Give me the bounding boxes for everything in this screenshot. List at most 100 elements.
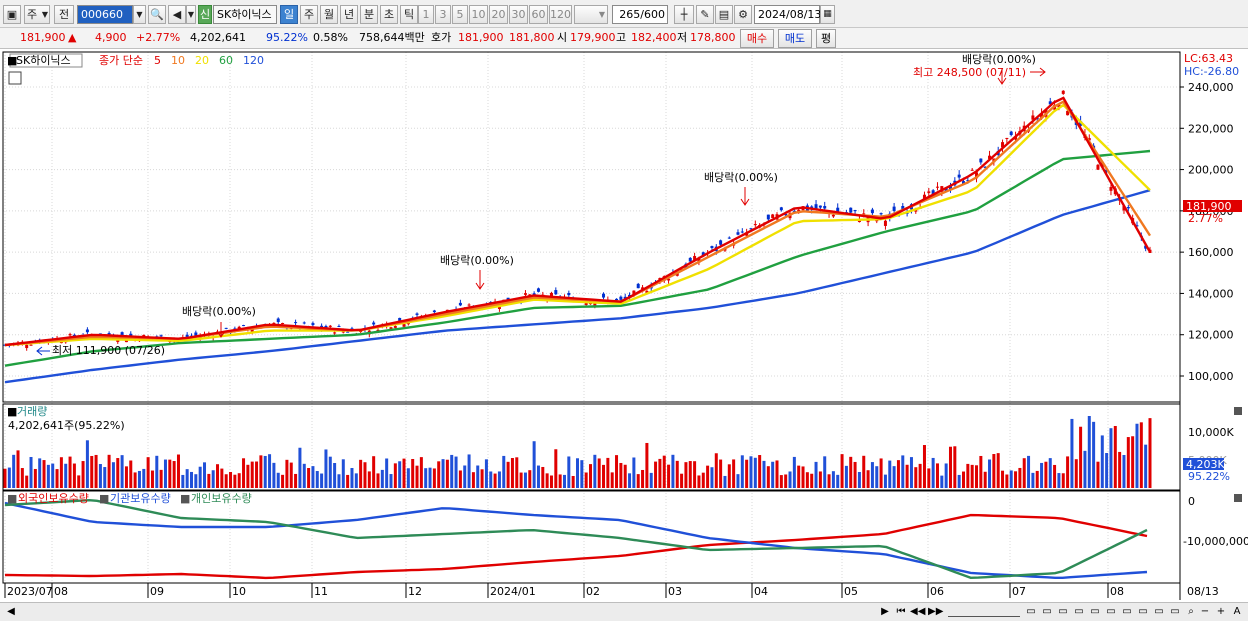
new-badge[interactable]: 신 xyxy=(198,5,212,24)
volume-bar xyxy=(766,466,770,488)
first-icon[interactable]: ⏮ xyxy=(896,606,906,617)
interval-button-4[interactable]: 분 xyxy=(360,5,378,24)
gear-icon[interactable]: ⚙ xyxy=(734,5,752,24)
ma-legend-10[interactable]: 10 xyxy=(171,54,185,67)
chevron-down-icon[interactable]: ▼ xyxy=(133,5,146,24)
count-input[interactable]: 265/600 xyxy=(612,5,668,24)
interval-button-5[interactable]: 초 xyxy=(380,5,398,24)
ma-line-60 xyxy=(4,149,1151,367)
stock-code-input[interactable]: 000660 xyxy=(77,5,133,24)
volume-title[interactable]: 거래량 xyxy=(17,405,47,418)
candle-icon[interactable]: ┼ xyxy=(674,5,694,24)
candle-body xyxy=(372,322,376,325)
buy-button[interactable]: 매수 xyxy=(740,29,774,48)
prev-button[interactable]: 전 xyxy=(54,5,74,24)
volume-bar xyxy=(419,457,423,488)
candle-body xyxy=(636,283,640,289)
volume-bar xyxy=(810,473,814,488)
minute-dropdown[interactable]: ▼ xyxy=(574,5,608,24)
view-icon-4[interactable]: ▭ xyxy=(1074,606,1084,617)
ma-legend-60[interactable]: 60 xyxy=(219,54,233,67)
forward-icon[interactable]: ▶▶ xyxy=(928,606,944,617)
volume-bar xyxy=(641,469,645,488)
volume-bar xyxy=(727,464,731,488)
stock-label[interactable]: SK하이닉스 xyxy=(16,53,71,67)
holding-legend-1[interactable]: 기관보유수량 xyxy=(110,492,171,505)
interval-button-0[interactable]: 일 xyxy=(280,5,298,24)
plus-icon[interactable]: + xyxy=(1216,606,1226,617)
volume-bar xyxy=(1057,473,1061,488)
interval-button-1[interactable]: 주 xyxy=(300,5,318,24)
date-input[interactable]: 2024/08/13 xyxy=(754,5,821,24)
scrollbar[interactable]: ◀ ▶ ⏮ ◀◀ ▶▶ ▭ ▭ ▭ ▭ ▭ ▭ ▭ ▭ ▭ ▭ ⌕ − + A xyxy=(0,602,1248,621)
holding-tick-0: 0 xyxy=(1188,495,1195,508)
zoom-slider[interactable] xyxy=(948,607,1020,617)
volume-bar xyxy=(441,459,445,488)
ma-legend-5[interactable]: 5 xyxy=(154,54,161,67)
candle-body xyxy=(129,333,133,337)
volume-bar xyxy=(176,454,180,488)
chart-area[interactable]: ■ SK하이닉스 종가 단순 5 10 20 60 120 LC:63.43 HC:-2… xyxy=(0,50,1248,602)
calendar-icon[interactable]: ▦ xyxy=(820,5,835,24)
holding-legend-0[interactable]: 외국인보유수량 xyxy=(18,492,89,505)
view-icon-1[interactable]: ▭ xyxy=(1026,606,1036,617)
view-icon-9[interactable]: ▭ xyxy=(1154,606,1164,617)
view-icon-3[interactable]: ▭ xyxy=(1058,606,1068,617)
stock-label-box xyxy=(9,53,83,68)
minute-button-120[interactable]: 120 xyxy=(549,5,572,24)
candle-body xyxy=(753,224,757,226)
minute-button-3[interactable]: 3 xyxy=(435,5,451,24)
speaker-dropdown-icon[interactable]: ▼ xyxy=(186,5,196,24)
scroll-right-icon[interactable]: ▶ xyxy=(881,606,889,617)
legend-prefix[interactable]: 종가 단순 xyxy=(99,54,143,67)
price-panel-frame xyxy=(2,51,1181,403)
volume-bar xyxy=(103,467,107,488)
volume-bar xyxy=(163,459,167,488)
save-icon[interactable]: ▤ xyxy=(715,5,733,24)
x-label: 05 xyxy=(844,585,858,598)
volume-bar xyxy=(1144,444,1148,488)
volume-bar xyxy=(1053,464,1057,488)
candle-body xyxy=(784,213,788,216)
interval-button-3[interactable]: 년 xyxy=(340,5,358,24)
view-icon-10[interactable]: ▭ xyxy=(1170,606,1180,617)
holding-close-icon[interactable] xyxy=(1234,494,1242,502)
scroll-left-icon[interactable]: ◀ xyxy=(7,606,15,617)
view-icon-5[interactable]: ▭ xyxy=(1090,606,1100,617)
view-icon-8[interactable]: ▭ xyxy=(1138,606,1148,617)
volume-close-icon[interactable] xyxy=(1234,407,1242,415)
tools-icon[interactable]: ✎ xyxy=(696,5,714,24)
avg-button[interactable]: 평 xyxy=(816,29,836,48)
minus-icon[interactable]: − xyxy=(1200,606,1210,617)
period-select[interactable]: 주 ▼ xyxy=(24,5,50,24)
minute-button-30[interactable]: 30 xyxy=(509,5,528,24)
volume-bar xyxy=(623,464,627,488)
minute-button-1[interactable]: 1 xyxy=(418,5,434,24)
minute-button-10[interactable]: 10 xyxy=(469,5,488,24)
interval-button-2[interactable]: 월 xyxy=(320,5,338,24)
table-icon[interactable] xyxy=(8,71,22,85)
volume-bar xyxy=(714,453,718,488)
window-icon[interactable]: ▣ xyxy=(3,5,21,24)
minute-button-5[interactable]: 5 xyxy=(452,5,468,24)
minute-button-60[interactable]: 60 xyxy=(529,5,548,24)
candle-body xyxy=(975,172,979,179)
search-icon[interactable]: 🔍 xyxy=(148,5,166,24)
volume-bar xyxy=(207,473,211,488)
holding-legend-2[interactable]: 개인보유수량 xyxy=(191,492,252,505)
rewind-icon[interactable]: ◀◀ xyxy=(910,606,926,617)
speaker-icon[interactable]: ◀ xyxy=(168,5,186,24)
view-icon-6[interactable]: ▭ xyxy=(1106,606,1116,617)
view-icon-2[interactable]: ▭ xyxy=(1042,606,1052,617)
sell-button[interactable]: 매도 xyxy=(778,29,812,48)
minute-button-20[interactable]: 20 xyxy=(489,5,508,24)
interval-button-6[interactable]: 틱 xyxy=(400,5,418,24)
volume-bar xyxy=(723,475,727,488)
volume-bar xyxy=(59,457,63,488)
ma-legend-120[interactable]: 120 xyxy=(243,54,264,67)
ma-legend-20[interactable]: 20 xyxy=(195,54,209,67)
font-icon[interactable]: A xyxy=(1233,606,1241,617)
view-icon-7[interactable]: ▭ xyxy=(1122,606,1132,617)
zoom-icon[interactable]: ⌕ xyxy=(1188,606,1194,617)
volume-bar xyxy=(988,459,992,488)
